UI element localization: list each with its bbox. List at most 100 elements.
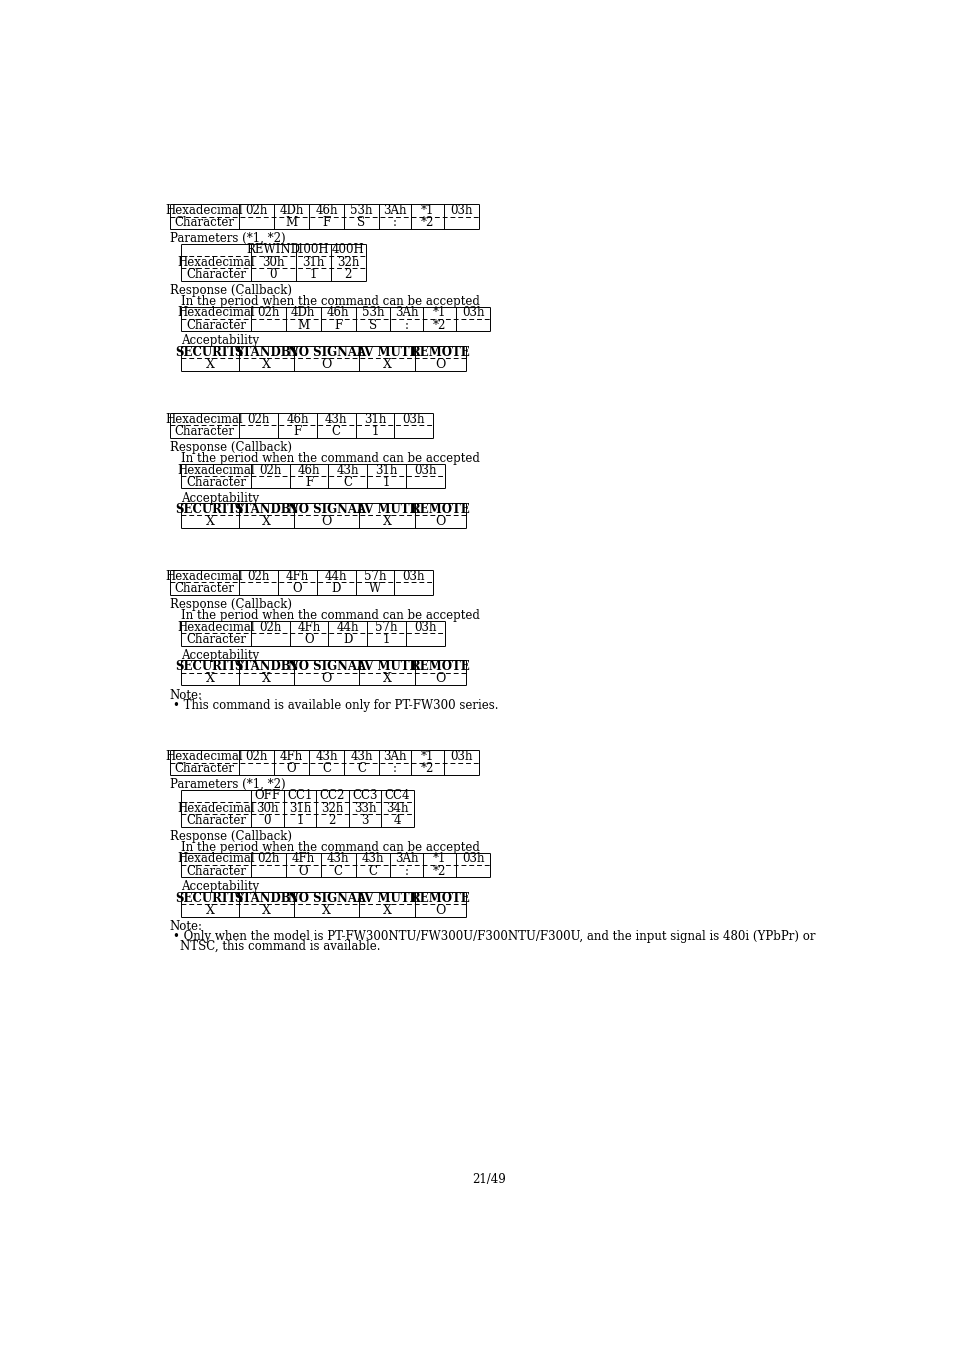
Text: Hexadecimal: Hexadecimal — [166, 570, 243, 583]
Text: 02h: 02h — [257, 306, 279, 320]
Text: 3Ah: 3Ah — [383, 751, 407, 763]
Text: 02h: 02h — [259, 463, 281, 477]
Text: 400H: 400H — [332, 243, 364, 256]
Text: S: S — [357, 216, 365, 230]
Text: SECURITY: SECURITY — [175, 891, 245, 904]
Text: 33h: 33h — [354, 802, 375, 814]
Text: 2: 2 — [344, 267, 352, 281]
Text: NTSC, this command is available.: NTSC, this command is available. — [180, 940, 380, 953]
Text: In the period when the command can be accepted: In the period when the command can be ac… — [181, 609, 479, 622]
Text: 43h: 43h — [315, 751, 337, 763]
Text: 43h: 43h — [327, 852, 349, 865]
Text: :: : — [393, 763, 396, 775]
Text: F: F — [294, 425, 301, 437]
Text: AV MUTE: AV MUTE — [355, 891, 418, 904]
Text: X: X — [262, 672, 271, 686]
Text: Hexadecimal: Hexadecimal — [177, 802, 254, 814]
Text: CC4: CC4 — [384, 790, 410, 802]
Text: 4: 4 — [394, 814, 401, 826]
Text: In the period when the command can be accepted: In the period when the command can be ac… — [181, 841, 479, 855]
Text: :: : — [404, 864, 408, 878]
Text: 34h: 34h — [386, 802, 408, 814]
Text: 44h: 44h — [325, 570, 347, 583]
Text: Note:: Note: — [170, 921, 202, 933]
Text: Acceptability: Acceptability — [181, 648, 259, 662]
Text: *2: *2 — [432, 319, 446, 332]
Text: 100H: 100H — [296, 243, 330, 256]
Text: 4Dh: 4Dh — [291, 306, 315, 320]
Text: *1: *1 — [432, 852, 446, 865]
Text: 31h: 31h — [363, 413, 386, 425]
Text: STANDBY: STANDBY — [233, 891, 298, 904]
Text: 03h: 03h — [414, 463, 436, 477]
Text: • Only when the model is PT-FW300NTU/FW300U/F300NTU/F300U, and the input signal : • Only when the model is PT-FW300NTU/FW3… — [172, 930, 815, 944]
Text: 46h: 46h — [297, 463, 320, 477]
Text: NO SIGNAL: NO SIGNAL — [288, 346, 365, 359]
Text: 1: 1 — [371, 425, 378, 437]
Text: X: X — [322, 904, 331, 917]
Text: AV MUTE: AV MUTE — [355, 502, 418, 516]
Text: Parameters (*1, *2): Parameters (*1, *2) — [170, 232, 285, 246]
Text: 4Fh: 4Fh — [297, 621, 320, 633]
Text: 02h: 02h — [247, 570, 270, 583]
Text: O: O — [435, 672, 445, 686]
Text: X: X — [206, 904, 214, 917]
Text: Response (Callback): Response (Callback) — [170, 598, 292, 610]
Text: X: X — [382, 516, 392, 528]
Text: Hexadecimal: Hexadecimal — [177, 306, 254, 320]
Text: *1: *1 — [420, 204, 434, 217]
Text: W: W — [369, 582, 380, 595]
Text: C: C — [368, 864, 377, 878]
Text: 44h: 44h — [336, 621, 358, 633]
Text: 4Dh: 4Dh — [279, 204, 304, 217]
Text: AV MUTE: AV MUTE — [355, 346, 418, 359]
Text: 30h: 30h — [255, 802, 278, 814]
Text: C: C — [343, 475, 352, 489]
Text: *2: *2 — [420, 216, 434, 230]
Text: 03h: 03h — [450, 751, 472, 763]
Text: X: X — [206, 672, 214, 686]
Text: :: : — [404, 319, 408, 332]
Text: C: C — [334, 864, 342, 878]
Text: O: O — [321, 516, 332, 528]
Text: REWIND: REWIND — [246, 243, 300, 256]
Text: NO SIGNAL: NO SIGNAL — [288, 660, 365, 672]
Text: • This command is available only for PT-FW300 series.: • This command is available only for PT-… — [172, 699, 497, 711]
Text: X: X — [262, 516, 271, 528]
Text: STANDBY: STANDBY — [233, 502, 298, 516]
Text: O: O — [435, 904, 445, 917]
Text: 3: 3 — [361, 814, 368, 826]
Text: X: X — [382, 358, 392, 371]
Text: REMOTE: REMOTE — [410, 346, 470, 359]
Text: Character: Character — [186, 319, 246, 332]
Text: X: X — [382, 672, 392, 686]
Text: 43h: 43h — [350, 751, 373, 763]
Text: CC2: CC2 — [319, 790, 345, 802]
Text: 03h: 03h — [402, 570, 424, 583]
Text: Hexadecimal: Hexadecimal — [177, 255, 254, 269]
Text: 30h: 30h — [262, 255, 284, 269]
Text: 2: 2 — [329, 814, 335, 826]
Text: 02h: 02h — [247, 413, 270, 425]
Text: O: O — [321, 358, 332, 371]
Text: F: F — [322, 216, 331, 230]
Text: F: F — [334, 319, 342, 332]
Text: Character: Character — [186, 475, 246, 489]
Text: Hexadecimal: Hexadecimal — [166, 204, 243, 217]
Text: SECURITY: SECURITY — [175, 346, 245, 359]
Text: X: X — [382, 904, 392, 917]
Text: C: C — [332, 425, 340, 437]
Text: 3Ah: 3Ah — [383, 204, 407, 217]
Text: 1: 1 — [382, 475, 390, 489]
Text: Hexadecimal: Hexadecimal — [177, 463, 254, 477]
Text: M: M — [297, 319, 309, 332]
Text: 31h: 31h — [375, 463, 397, 477]
Text: NO SIGNAL: NO SIGNAL — [288, 891, 365, 904]
Text: 0: 0 — [270, 267, 277, 281]
Text: Character: Character — [186, 864, 246, 878]
Text: 02h: 02h — [245, 204, 268, 217]
Text: *1: *1 — [432, 306, 446, 320]
Text: STANDBY: STANDBY — [233, 660, 298, 672]
Text: 4Fh: 4Fh — [292, 852, 314, 865]
Text: X: X — [206, 516, 214, 528]
